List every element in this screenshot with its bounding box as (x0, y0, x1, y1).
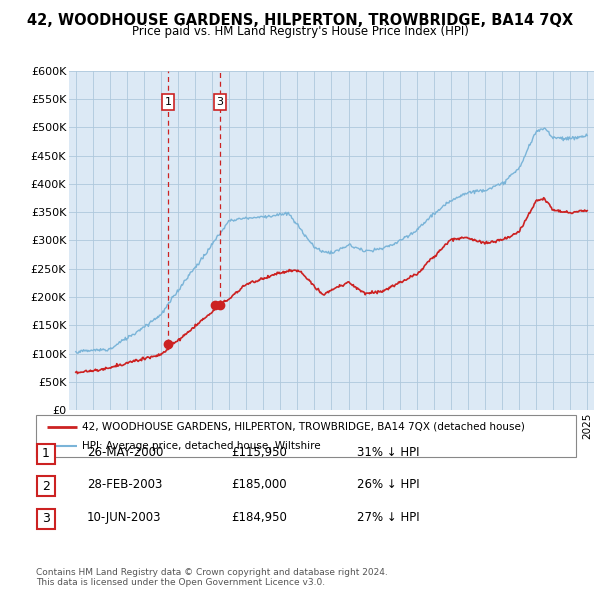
Text: 26-MAY-2000: 26-MAY-2000 (87, 446, 163, 459)
Text: 42, WOODHOUSE GARDENS, HILPERTON, TROWBRIDGE, BA14 7QX: 42, WOODHOUSE GARDENS, HILPERTON, TROWBR… (27, 13, 573, 28)
Text: 28-FEB-2003: 28-FEB-2003 (87, 478, 163, 491)
Text: £185,000: £185,000 (231, 478, 287, 491)
Text: 1: 1 (164, 97, 172, 107)
Text: 3: 3 (42, 512, 50, 525)
FancyBboxPatch shape (36, 415, 576, 457)
Text: 27% ↓ HPI: 27% ↓ HPI (357, 511, 419, 524)
Text: Contains HM Land Registry data © Crown copyright and database right 2024.
This d: Contains HM Land Registry data © Crown c… (36, 568, 388, 587)
Text: 1: 1 (42, 447, 50, 460)
Text: Price paid vs. HM Land Registry's House Price Index (HPI): Price paid vs. HM Land Registry's House … (131, 25, 469, 38)
Text: 10-JUN-2003: 10-JUN-2003 (87, 511, 161, 524)
Text: 2: 2 (42, 480, 50, 493)
Text: 31% ↓ HPI: 31% ↓ HPI (357, 446, 419, 459)
Text: 26% ↓ HPI: 26% ↓ HPI (357, 478, 419, 491)
Text: 42, WOODHOUSE GARDENS, HILPERTON, TROWBRIDGE, BA14 7QX (detached house): 42, WOODHOUSE GARDENS, HILPERTON, TROWBR… (82, 422, 525, 432)
Text: £184,950: £184,950 (231, 511, 287, 524)
Text: £115,950: £115,950 (231, 446, 287, 459)
Text: HPI: Average price, detached house, Wiltshire: HPI: Average price, detached house, Wilt… (82, 441, 320, 451)
Text: 3: 3 (217, 97, 223, 107)
